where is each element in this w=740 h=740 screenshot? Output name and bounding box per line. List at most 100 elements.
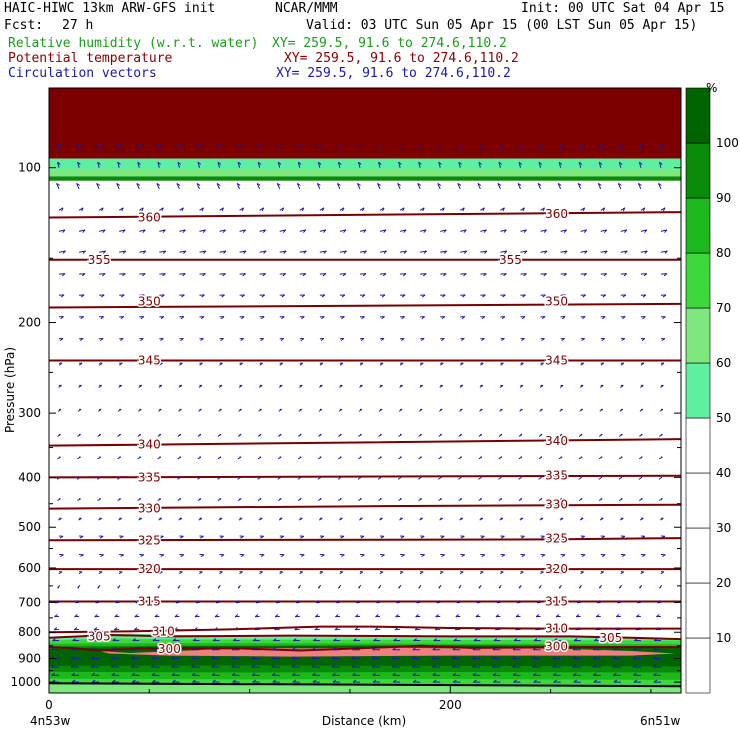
wind-vector-head — [653, 672, 657, 676]
wind-vector-shaft — [540, 229, 547, 232]
wind-vector-head — [638, 498, 643, 502]
wind-vector-head — [151, 647, 156, 651]
wind-vector-head — [440, 362, 444, 366]
wind-vector-shaft — [638, 162, 642, 168]
wind-vector — [620, 535, 626, 539]
wind-vector — [540, 571, 544, 575]
wind-vector-head — [162, 250, 167, 254]
wind-vector-head — [97, 161, 101, 165]
wind-vector-head — [177, 161, 181, 165]
wind-vector-head — [98, 362, 103, 366]
wind-vector — [255, 600, 260, 604]
wind-vector-head — [257, 584, 261, 589]
wind-vector — [118, 571, 123, 575]
wind-vector-head — [499, 517, 504, 521]
wind-vector-head — [311, 664, 316, 668]
wind-vector-shaft — [560, 229, 567, 232]
wind-vector-head — [237, 433, 242, 437]
wind-vector-head — [463, 273, 467, 277]
wind-vector-head — [558, 476, 562, 480]
wind-vector-head — [222, 273, 226, 277]
wind-vector-head — [664, 250, 668, 254]
wind-vector-head — [58, 517, 62, 521]
wind-vector — [159, 535, 164, 539]
wind-vector-head — [202, 229, 206, 233]
wind-vector-head — [277, 456, 282, 460]
wind-vector-head — [452, 656, 456, 660]
wind-vector — [259, 571, 263, 575]
wind-vector — [199, 207, 204, 212]
wind-vector-head — [518, 456, 523, 460]
wind-vector-head — [231, 656, 235, 660]
wind-vector — [71, 679, 80, 683]
wind-vector-head — [584, 250, 588, 254]
wind-vector — [540, 294, 546, 298]
wind-vector — [179, 571, 183, 575]
wind-vector-head — [358, 408, 363, 412]
wind-vector — [177, 433, 182, 437]
wind-vector — [492, 656, 501, 660]
wind-vector — [378, 408, 383, 412]
wind-vector-head — [336, 600, 340, 604]
init-time: Init: 00 UTC Sat 04 Apr 15 — [521, 1, 725, 16]
wind-vector — [199, 535, 204, 539]
wind-vector — [556, 600, 561, 604]
wind-vector-shaft — [357, 183, 361, 190]
wind-vector-head — [181, 207, 184, 212]
wind-vector — [158, 384, 163, 388]
wind-vector-head — [559, 408, 563, 412]
wind-vector-head — [580, 571, 584, 575]
wind-vector-head — [438, 144, 443, 148]
wind-vector-shaft — [159, 250, 166, 253]
wind-vector-head — [258, 408, 262, 412]
wind-vector — [555, 627, 561, 631]
wind-vector-head — [461, 316, 466, 320]
wind-vector-head — [458, 433, 463, 437]
wind-vector — [117, 144, 122, 150]
wind-vector-head — [572, 647, 577, 651]
wind-vector-head — [438, 161, 442, 165]
wind-vector — [478, 144, 483, 150]
wind-vector-shaft — [199, 273, 206, 275]
wind-vector-shaft — [79, 273, 86, 275]
wind-vector-head — [572, 672, 577, 676]
wind-vector — [271, 672, 280, 676]
wind-vector-head — [512, 656, 516, 660]
wind-vector — [659, 408, 664, 412]
wind-vector — [97, 433, 101, 437]
wind-vector — [452, 664, 461, 668]
wind-vector — [640, 535, 646, 539]
y-tick-label: 500 — [18, 520, 41, 534]
wind-vector — [159, 316, 165, 320]
wind-vector — [98, 362, 103, 366]
wind-vector — [480, 316, 486, 320]
wind-vector — [177, 456, 182, 460]
wind-vector-head — [501, 316, 506, 320]
wind-vector — [316, 183, 321, 190]
wind-vector-head — [338, 408, 343, 412]
wind-vector — [239, 535, 244, 539]
wind-vector-head — [598, 584, 603, 589]
wind-vector — [159, 207, 164, 212]
wind-vector-shaft — [297, 162, 301, 168]
wind-vector — [197, 433, 202, 437]
wind-vector — [239, 337, 244, 342]
wind-vector — [500, 571, 504, 575]
wind-vector — [439, 207, 445, 212]
wind-vector-head — [659, 408, 664, 412]
wind-vector-head — [252, 638, 257, 642]
wind-vector-head — [453, 638, 458, 642]
wind-vector-shaft — [97, 162, 100, 168]
wind-vector-head — [302, 229, 307, 233]
wind-vector-head — [97, 456, 101, 460]
wind-vector — [91, 672, 100, 676]
wind-vector — [96, 183, 100, 190]
wind-vector-head — [620, 571, 625, 575]
wind-vector-head — [162, 273, 166, 277]
wind-vector-head — [340, 535, 345, 539]
wind-vector — [157, 433, 162, 437]
wind-vector — [299, 571, 304, 575]
wind-vector — [359, 517, 363, 521]
wind-vector — [458, 584, 462, 589]
wind-vector-head — [498, 498, 503, 502]
